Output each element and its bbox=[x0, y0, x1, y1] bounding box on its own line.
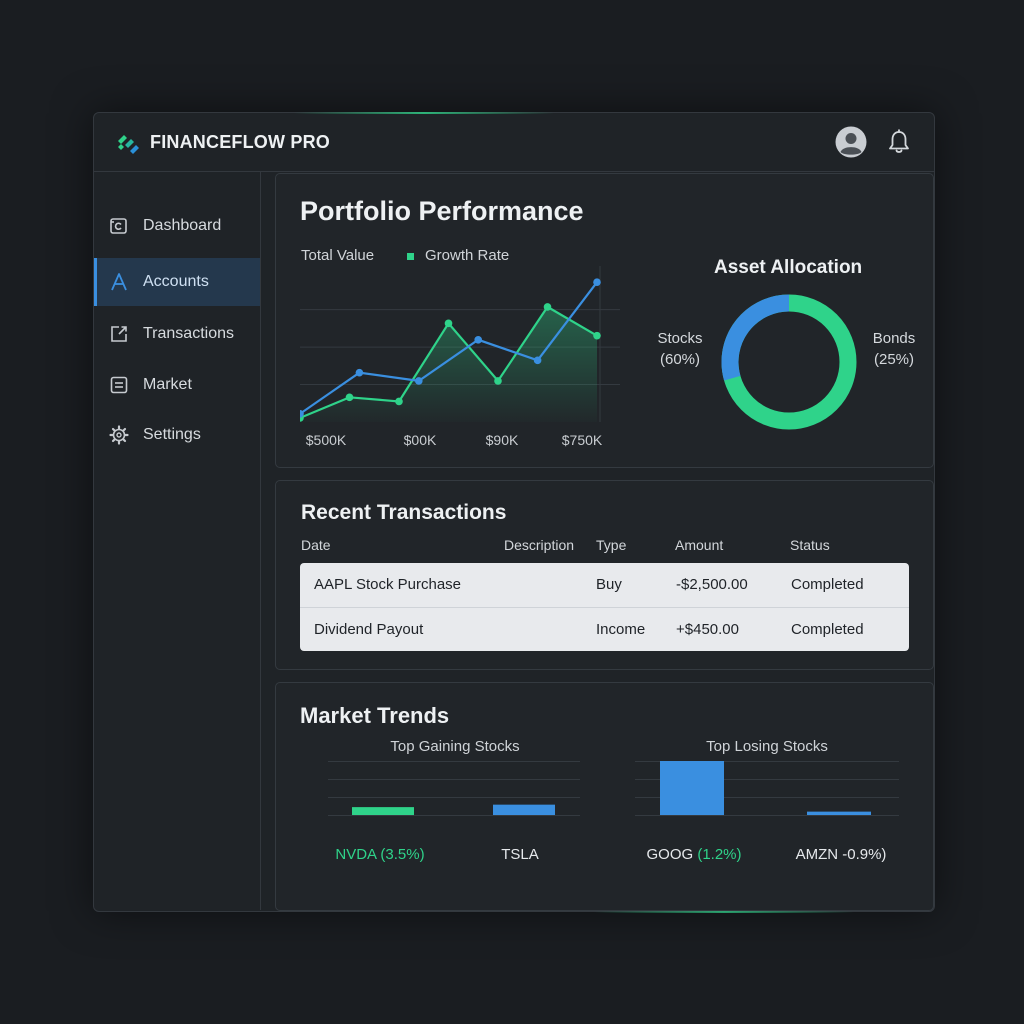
bar-label: TSLA bbox=[501, 846, 539, 863]
data-point bbox=[444, 319, 453, 328]
bar bbox=[493, 804, 555, 815]
sidebar-item-market[interactable]: Market bbox=[94, 361, 260, 409]
portfolio-line-chart bbox=[300, 266, 620, 422]
app-window: FINANCEFLOW PRO Dashboard Ac bbox=[93, 112, 935, 913]
row-type: Buy bbox=[596, 576, 622, 593]
table-row[interactable]: Dividend Payout Income +$450.00 Complete… bbox=[300, 607, 909, 652]
data-point bbox=[395, 397, 403, 406]
portfolio-panel: Portfolio Performance Total Value Growth… bbox=[275, 173, 934, 468]
sidebar-item-dashboard[interactable]: Dashboard bbox=[94, 202, 260, 250]
x-tick-label: $90K bbox=[485, 432, 519, 448]
gear-icon bbox=[109, 425, 129, 445]
x-tick-label: $500K bbox=[305, 432, 347, 448]
legend-total-value: Total Value bbox=[301, 247, 375, 264]
transactions-title: Recent Transactions bbox=[301, 501, 507, 524]
column-header-date: Date bbox=[301, 537, 331, 553]
transactions-panel: Recent Transactions Date Description Typ… bbox=[275, 480, 934, 670]
asset-allocation-donut bbox=[721, 294, 857, 430]
sidebar-item-accounts[interactable]: Accounts bbox=[94, 258, 260, 306]
sidebar: Dashboard Accounts Transactions Market bbox=[94, 172, 261, 910]
losing-bar-chart bbox=[635, 761, 899, 816]
data-point bbox=[593, 331, 601, 340]
transactions-table: AAPL Stock Purchase Buy -$2,500.00 Compl… bbox=[300, 563, 909, 651]
row-status: Completed bbox=[791, 576, 864, 593]
bar-label: NVDA (3.5%) bbox=[335, 846, 425, 863]
gaining-title: Top Gaining Stocks bbox=[390, 738, 520, 755]
accounts-icon bbox=[111, 273, 127, 291]
sidebar-item-label: Market bbox=[143, 376, 192, 393]
sidebar-item-label: Settings bbox=[143, 426, 201, 443]
bar-label: AMZN -0.9%) bbox=[795, 846, 887, 863]
bar-label: GOOG (1.2%) bbox=[646, 846, 742, 863]
data-point bbox=[543, 303, 552, 311]
sidebar-item-label: Accounts bbox=[143, 273, 209, 290]
column-header-status: Status bbox=[790, 537, 830, 553]
user-avatar-icon[interactable] bbox=[835, 126, 867, 158]
gaining-bar-chart bbox=[328, 761, 580, 816]
market-panel: Market Trends Top Gaining Stocks Top Los… bbox=[275, 682, 934, 911]
bar bbox=[807, 811, 871, 815]
data-point bbox=[474, 335, 482, 344]
stocks-label: Stocks (60%) bbox=[652, 328, 708, 370]
stocks-label-name: Stocks bbox=[657, 330, 703, 347]
legend-growth-rate: Growth Rate bbox=[425, 247, 510, 264]
bonds-label: Bonds (25%) bbox=[866, 328, 922, 370]
data-point bbox=[300, 409, 304, 418]
sidebar-item-label: Dashboard bbox=[143, 217, 222, 234]
data-point bbox=[355, 368, 364, 377]
column-header-description: Description bbox=[504, 537, 575, 553]
x-tick-label: $750K bbox=[561, 432, 603, 448]
market-title: Market Trends bbox=[300, 703, 450, 728]
bonds-label-pct: (25%) bbox=[873, 351, 914, 368]
app-header: FINANCEFLOW PRO bbox=[94, 113, 934, 172]
row-status: Completed bbox=[791, 621, 864, 638]
stocks-label-pct: (60%) bbox=[659, 351, 700, 368]
bar bbox=[660, 761, 724, 815]
losing-title: Top Losing Stocks bbox=[706, 738, 828, 755]
column-header-amount: Amount bbox=[675, 537, 724, 553]
data-point bbox=[494, 377, 502, 385]
sidebar-item-label: Transactions bbox=[143, 325, 234, 342]
allocation-title: Asset Allocation bbox=[714, 257, 863, 278]
data-point bbox=[345, 393, 354, 402]
row-description: Dividend Payout bbox=[314, 621, 424, 638]
series-line-total-value bbox=[300, 281, 598, 415]
bell-icon[interactable] bbox=[887, 129, 911, 155]
row-amount: +$450.00 bbox=[676, 621, 739, 638]
data-point bbox=[533, 356, 542, 365]
x-tick-label: $00K bbox=[403, 432, 437, 448]
row-amount: -$2,500.00 bbox=[676, 576, 748, 593]
bar bbox=[352, 807, 414, 815]
row-type: Income bbox=[596, 621, 646, 638]
data-point bbox=[415, 377, 423, 385]
transactions-icon bbox=[111, 326, 127, 342]
logo-icon bbox=[118, 135, 139, 154]
data-point bbox=[593, 278, 601, 287]
column-header-type: Type bbox=[596, 537, 627, 553]
market-icon bbox=[110, 376, 128, 394]
sidebar-item-settings[interactable]: Settings bbox=[94, 411, 260, 459]
row-description: AAPL Stock Purchase bbox=[314, 576, 462, 593]
portfolio-title: Portfolio Performance bbox=[300, 196, 584, 226]
table-row[interactable]: AAPL Stock Purchase Buy -$2,500.00 Compl… bbox=[300, 563, 909, 607]
donut-slice-bonds bbox=[721, 294, 790, 381]
bonds-label-name: Bonds bbox=[872, 330, 916, 347]
app-title: FINANCEFLOW PRO bbox=[150, 132, 330, 152]
dashboard-icon bbox=[110, 218, 127, 234]
top-glow bbox=[294, 112, 554, 114]
bottom-glow bbox=[594, 911, 854, 913]
sidebar-item-transactions[interactable]: Transactions bbox=[94, 310, 260, 358]
legend-growth-dot bbox=[407, 253, 414, 260]
growth-area bbox=[300, 306, 597, 422]
